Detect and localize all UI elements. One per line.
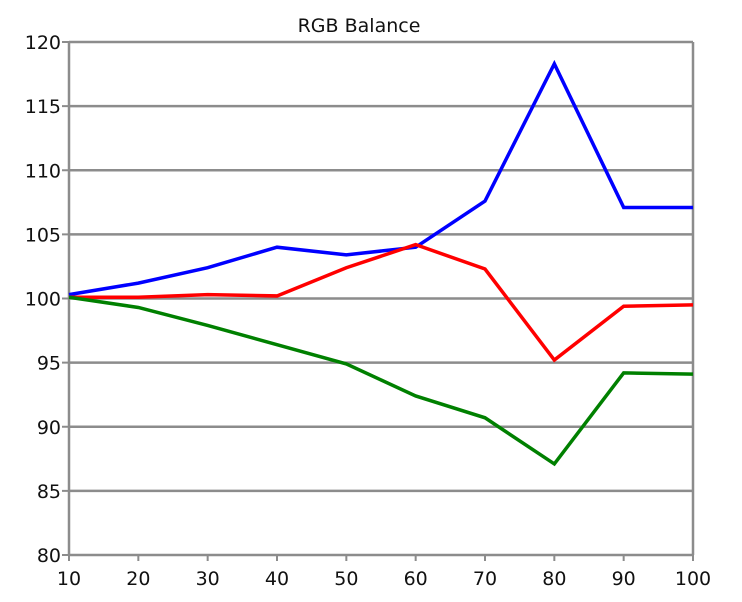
series-line-3	[68, 295, 694, 467]
series-line-1	[68, 59, 693, 297]
y-tick-label: 90	[37, 417, 61, 439]
series-lines	[68, 59, 694, 467]
axes	[62, 41, 695, 561]
series-line-2	[69, 242, 694, 363]
grid-lines	[69, 40, 693, 493]
y-tick-label: 105	[25, 224, 61, 246]
tick-labels: 80 85 90 95 100 105 110 115 120 10 20 30 40 50 60 70 80 9…	[25, 32, 711, 590]
x-tick-label: 20	[126, 568, 150, 590]
y-tick-label: 120	[25, 32, 61, 54]
x-tick-label: 60	[404, 568, 428, 590]
x-tick-label: 80	[542, 568, 566, 590]
y-tick-label: 85	[37, 481, 61, 503]
chart-title: RGB Balance	[298, 15, 421, 37]
x-tick-label: 10	[57, 568, 81, 590]
y-tick-label: 80	[37, 545, 61, 567]
x-tick-label: 100	[675, 568, 711, 590]
y-tick-label: 115	[25, 96, 61, 118]
y-tick-label: 110	[25, 160, 61, 182]
y-tick-label: 100	[25, 289, 61, 311]
x-tick-label: 70	[473, 568, 497, 590]
x-tick-label: 90	[612, 568, 636, 590]
y-tick-label: 95	[37, 353, 61, 375]
x-tick-label: 30	[196, 568, 220, 590]
x-tick-label: 50	[334, 568, 358, 590]
x-tick-label: 40	[265, 568, 289, 590]
